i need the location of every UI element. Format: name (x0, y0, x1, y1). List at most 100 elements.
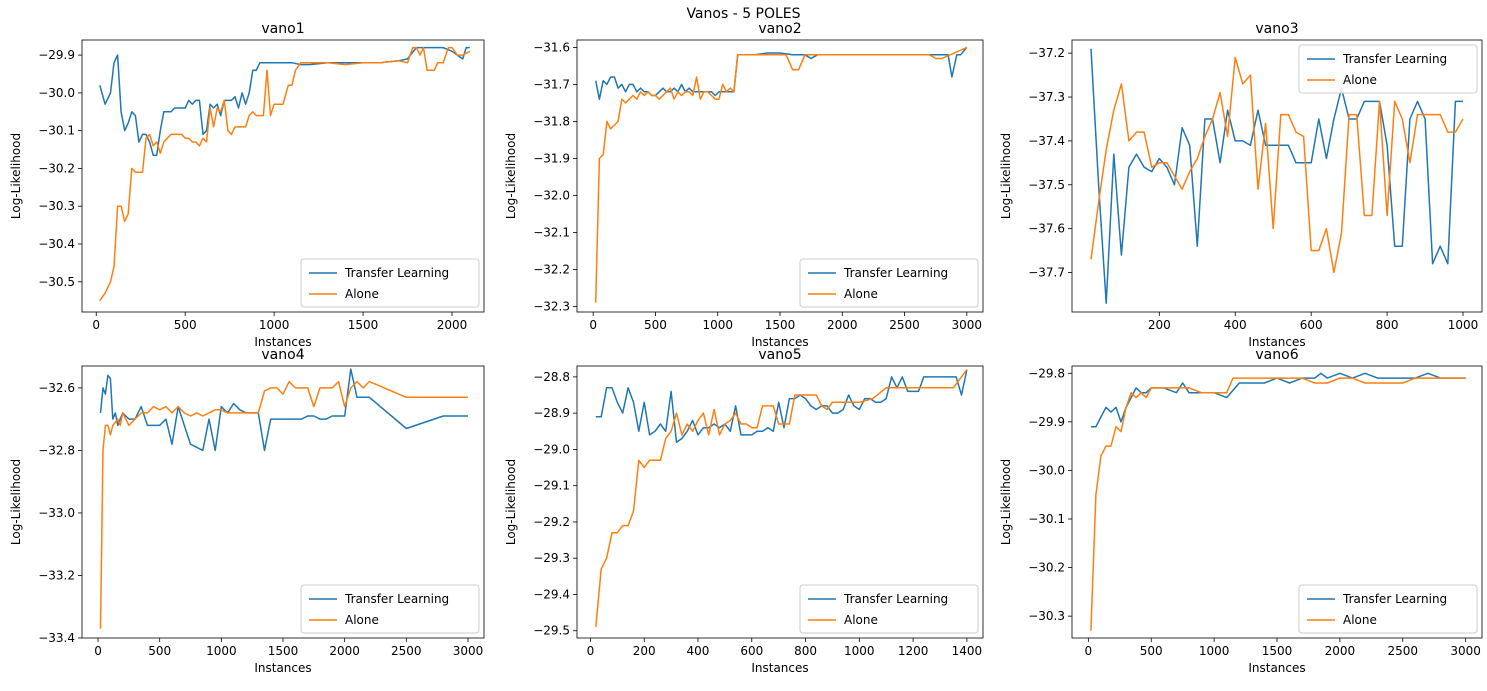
y-tick-label: −28.8 (533, 370, 570, 384)
x-tick-label: 1500 (268, 644, 299, 658)
y-tick-label: −30.2 (38, 161, 75, 175)
y-tick-label: −30.3 (1028, 609, 1065, 623)
figure-title: Vanos - 5 POLES (686, 6, 801, 22)
y-tick-label: −30.5 (38, 275, 75, 289)
legend-box (799, 584, 979, 634)
series-line-alone (1090, 56, 1464, 274)
x-tick-label: 600 (740, 644, 763, 658)
y-tick-label: −30.2 (1028, 561, 1065, 575)
y-tick-label: −31.8 (533, 114, 570, 128)
x-tick-label: 1000 (702, 318, 733, 332)
series-line-transfer-learning (1090, 372, 1466, 428)
x-tick-label: 2000 (1325, 644, 1356, 658)
series-line-alone (99, 380, 468, 629)
series-line-alone (99, 46, 471, 302)
x-tick-label: 3000 (952, 318, 983, 332)
legend-label: Transfer Learning (344, 266, 449, 280)
y-tick-label: −29.0 (533, 442, 570, 456)
y-axis-label: Log-Likelihood (504, 459, 518, 545)
x-tick-label: 0 (94, 644, 102, 658)
subplot-vano4: vano4 0 500 1000 1500 2000 2500 3000 −33.4 −33.2 −… (9, 347, 485, 675)
y-tick-label: −33.2 (38, 568, 75, 582)
y-tick-label: −37.4 (1028, 134, 1065, 148)
x-tick-label: 400 (687, 644, 710, 658)
legend-label: Alone (1343, 73, 1377, 87)
x-tick-label: 2500 (889, 318, 920, 332)
y-tick-label: −31.7 (533, 77, 570, 91)
legend-box (799, 258, 979, 308)
series-line-alone (595, 369, 968, 628)
y-tick-label: −31.9 (533, 151, 570, 165)
legend-label: Alone (1343, 613, 1377, 627)
axes-frame (81, 39, 485, 313)
x-tick-label: 800 (794, 644, 817, 658)
x-tick-label: 400 (1224, 318, 1247, 332)
y-tick-label: −37.3 (1028, 90, 1065, 104)
y-tick-label: −32.1 (533, 225, 570, 239)
y-tick-label: −29.8 (1028, 366, 1065, 380)
x-tick-label: 2000 (827, 318, 858, 332)
x-tick-label: 0 (589, 318, 597, 332)
y-axis-label: Log-Likelihood (9, 459, 23, 545)
legend-label: Transfer Learning (843, 592, 948, 606)
x-axis-label: Instances (254, 335, 311, 349)
x-tick-label: 500 (644, 318, 667, 332)
y-tick-label: −30.3 (38, 199, 75, 213)
legend: Transfer Learning Alone (300, 584, 480, 634)
y-tick-label: −30.0 (1028, 463, 1065, 477)
y-axis-label: Log-Likelihood (504, 133, 518, 219)
y-tick-label: −31.6 (533, 40, 570, 54)
x-tick-label: 2000 (329, 644, 360, 658)
x-tick-label: 500 (1140, 644, 1163, 658)
x-tick-label: 2500 (391, 644, 422, 658)
subplot-title: vano5 (758, 347, 801, 363)
y-tick-label: −32.8 (38, 443, 75, 457)
y-tick-label: −29.9 (38, 48, 75, 62)
x-tick-label: 3000 (453, 644, 484, 658)
y-tick-label: −37.5 (1028, 178, 1065, 192)
y-tick-label: −29.1 (533, 479, 570, 493)
y-tick-label: −29.4 (533, 587, 570, 601)
axes-frame (1071, 39, 1483, 313)
legend-label: Alone (844, 613, 878, 627)
subplot-title: vano6 (1255, 347, 1298, 363)
subplot-title: vano3 (1255, 21, 1298, 37)
x-tick-label: 0 (587, 644, 595, 658)
x-axis-label: Instances (254, 661, 311, 675)
x-tick-label: 0 (1085, 644, 1093, 658)
subplot-title: vano4 (261, 347, 304, 363)
x-axis-label: Instances (1248, 335, 1305, 349)
legend-label: Transfer Learning (1342, 592, 1447, 606)
y-axis-label: Log-Likelihood (999, 133, 1013, 219)
x-axis-label: Instances (751, 661, 808, 675)
x-tick-label: 2500 (1387, 644, 1418, 658)
subplot-vano3: vano3 200 400 600 800 1000 −37.7 −37.6 −37.5 −37.… (999, 21, 1483, 349)
x-tick-label: 1400 (952, 644, 983, 658)
x-tick-label: 1500 (1262, 644, 1293, 658)
x-tick-label: 3000 (1450, 644, 1481, 658)
x-tick-label: 500 (148, 644, 171, 658)
legend: Transfer Learning Alone (300, 258, 480, 308)
x-tick-label: 800 (1376, 318, 1399, 332)
y-tick-label: −32.3 (533, 299, 570, 313)
x-tick-label: 1000 (1199, 644, 1230, 658)
series-line-transfer-learning (595, 369, 968, 443)
legend-label: Alone (345, 287, 379, 301)
y-axis-label: Log-Likelihood (9, 133, 23, 219)
y-tick-label: −37.7 (1028, 266, 1065, 280)
y-tick-label: −32.6 (38, 381, 75, 395)
y-tick-label: −29.3 (533, 551, 570, 565)
y-tick-label: −30.1 (38, 124, 75, 138)
legend-box (300, 584, 480, 634)
x-tick-label: 600 (1300, 318, 1323, 332)
subplot-vano2: vano2 0 500 1000 1500 2000 2500 3000 −32.3 −32.2 −… (504, 21, 984, 349)
subplot-vano6: vano6 0 500 1000 1500 2000 2500 3000 −30.3 −30.2 −… (999, 347, 1483, 675)
legend-label: Alone (844, 287, 878, 301)
x-tick-label: 1000 (206, 644, 237, 658)
y-tick-label: −30.0 (38, 86, 75, 100)
legend-box (1298, 584, 1478, 634)
y-tick-label: −30.1 (1028, 512, 1065, 526)
x-tick-label: 0 (92, 318, 100, 332)
y-tick-label: −33.4 (38, 631, 75, 645)
